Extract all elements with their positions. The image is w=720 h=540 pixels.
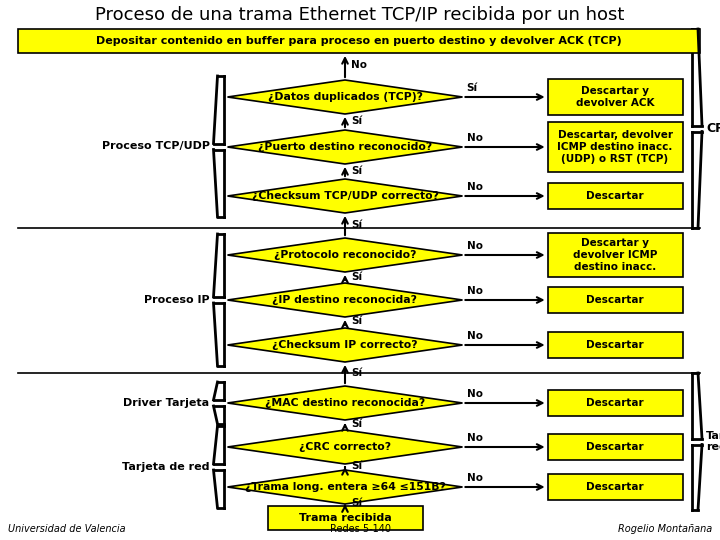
Text: Trama recibida: Trama recibida xyxy=(299,513,392,523)
Text: Sí: Sí xyxy=(351,116,362,126)
Text: Redes 5-140: Redes 5-140 xyxy=(330,524,390,534)
Polygon shape xyxy=(228,328,462,362)
FancyBboxPatch shape xyxy=(547,79,683,115)
Text: Descartar: Descartar xyxy=(586,442,644,452)
Text: Descartar: Descartar xyxy=(586,295,644,305)
Text: Rogelio Montañana: Rogelio Montañana xyxy=(618,524,712,534)
Text: ¿Puerto destino reconocido?: ¿Puerto destino reconocido? xyxy=(258,142,432,152)
Text: Sí: Sí xyxy=(351,272,362,281)
FancyBboxPatch shape xyxy=(268,506,423,530)
FancyBboxPatch shape xyxy=(547,122,683,172)
Text: ¿IP destino reconocida?: ¿IP destino reconocida? xyxy=(272,295,418,305)
Text: No: No xyxy=(467,389,482,399)
Text: No: No xyxy=(351,60,367,71)
Polygon shape xyxy=(228,80,462,114)
Text: No: No xyxy=(467,473,482,483)
Text: CPU: CPU xyxy=(706,122,720,135)
Text: No: No xyxy=(467,182,482,192)
Text: Driver Tarjeta: Driver Tarjeta xyxy=(123,398,210,408)
Text: No: No xyxy=(467,286,482,296)
Text: Descartar: Descartar xyxy=(586,398,644,408)
Text: ¿MAC destino reconocida?: ¿MAC destino reconocida? xyxy=(265,398,425,408)
Polygon shape xyxy=(228,386,462,420)
FancyBboxPatch shape xyxy=(547,434,683,460)
FancyBboxPatch shape xyxy=(18,29,700,53)
FancyBboxPatch shape xyxy=(547,287,683,313)
Text: Sí: Sí xyxy=(351,498,362,508)
Polygon shape xyxy=(228,470,462,504)
Text: Proceso de una trama Ethernet TCP/IP recibida por un host: Proceso de una trama Ethernet TCP/IP rec… xyxy=(95,6,625,24)
FancyBboxPatch shape xyxy=(547,332,683,358)
Text: ¿CRC correcto?: ¿CRC correcto? xyxy=(299,442,391,452)
Text: No: No xyxy=(467,241,482,251)
Text: ¿Datos duplicados (TCP)?: ¿Datos duplicados (TCP)? xyxy=(268,92,423,102)
Text: Proceso TCP/UDP: Proceso TCP/UDP xyxy=(102,141,210,152)
Text: Sí: Sí xyxy=(351,316,362,327)
Text: Sí: Sí xyxy=(351,419,362,429)
Text: Sí: Sí xyxy=(351,368,362,378)
Text: No: No xyxy=(467,331,482,341)
FancyBboxPatch shape xyxy=(547,183,683,209)
FancyBboxPatch shape xyxy=(547,474,683,500)
Text: Sí: Sí xyxy=(351,461,362,471)
Text: ¿Checksum IP correcto?: ¿Checksum IP correcto? xyxy=(272,340,418,350)
Text: Descartar y
devolver ACK: Descartar y devolver ACK xyxy=(576,86,654,108)
Text: Tarjeta
red: Tarjeta red xyxy=(706,431,720,453)
Text: Depositar contenido en buffer para proceso en puerto destino y devolver ACK (TCP: Depositar contenido en buffer para proce… xyxy=(96,36,622,46)
Text: Proceso IP: Proceso IP xyxy=(144,295,210,305)
Polygon shape xyxy=(228,130,462,164)
Text: No: No xyxy=(467,133,482,143)
Text: Descartar: Descartar xyxy=(586,340,644,350)
Text: No: No xyxy=(467,433,482,443)
Text: Descartar y
devolver ICMP
destino inacc.: Descartar y devolver ICMP destino inacc. xyxy=(573,238,657,272)
Text: Descartar: Descartar xyxy=(586,482,644,492)
Polygon shape xyxy=(228,179,462,213)
Polygon shape xyxy=(228,283,462,317)
Text: Descartar: Descartar xyxy=(586,191,644,201)
Text: Universidad de Valencia: Universidad de Valencia xyxy=(8,524,125,534)
Text: ¿Trama long. entera ≥64 ≤151B?: ¿Trama long. entera ≥64 ≤151B? xyxy=(245,482,446,492)
Text: Sí: Sí xyxy=(467,83,477,93)
Polygon shape xyxy=(228,238,462,272)
Text: Tarjeta de red: Tarjeta de red xyxy=(122,462,210,472)
FancyBboxPatch shape xyxy=(547,233,683,277)
FancyBboxPatch shape xyxy=(547,390,683,416)
Text: ¿Protocolo reconocido?: ¿Protocolo reconocido? xyxy=(274,250,416,260)
Text: Sí: Sí xyxy=(351,165,362,176)
Text: ¿Checksum TCP/UDP correcto?: ¿Checksum TCP/UDP correcto? xyxy=(251,191,438,201)
Text: Sí: Sí xyxy=(351,219,362,230)
Text: Descartar, devolver
ICMP destino inacc.
(UDP) o RST (TCP): Descartar, devolver ICMP destino inacc. … xyxy=(557,130,672,164)
Polygon shape xyxy=(228,430,462,464)
